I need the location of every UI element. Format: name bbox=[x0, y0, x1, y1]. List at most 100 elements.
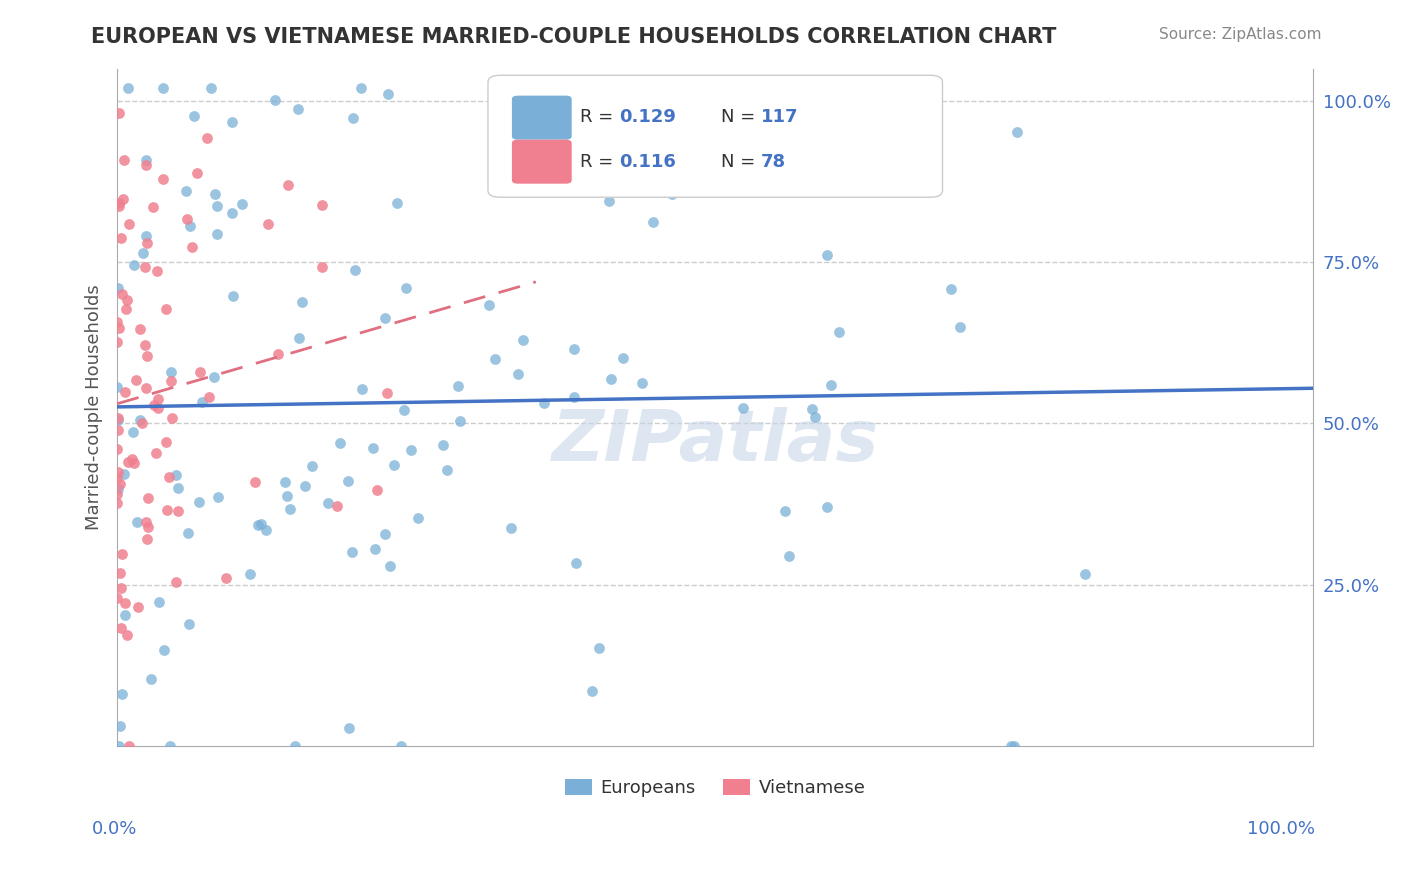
Vietnamese bbox=[105, 591, 128, 605]
Vietnamese bbox=[162, 411, 184, 425]
Europeans bbox=[129, 413, 152, 427]
Europeans bbox=[588, 640, 610, 655]
Vietnamese bbox=[108, 105, 131, 120]
Vietnamese bbox=[375, 386, 398, 401]
Vietnamese bbox=[108, 195, 131, 210]
Europeans bbox=[484, 352, 506, 367]
Europeans bbox=[641, 215, 664, 229]
Text: 0.129: 0.129 bbox=[620, 108, 676, 126]
Vietnamese bbox=[105, 442, 128, 456]
Europeans bbox=[166, 481, 188, 495]
Europeans bbox=[815, 247, 838, 261]
Europeans bbox=[200, 81, 222, 95]
Vietnamese bbox=[156, 502, 179, 516]
Vietnamese bbox=[110, 477, 132, 491]
Europeans bbox=[205, 199, 228, 213]
Europeans bbox=[406, 510, 429, 524]
Vietnamese bbox=[105, 496, 128, 510]
Vietnamese bbox=[157, 470, 180, 484]
Europeans bbox=[349, 81, 371, 95]
Europeans bbox=[125, 516, 148, 530]
Europeans bbox=[1074, 566, 1097, 581]
Europeans bbox=[478, 297, 501, 311]
Europeans bbox=[336, 474, 359, 488]
Vietnamese bbox=[176, 211, 198, 226]
Europeans bbox=[800, 402, 823, 417]
Vietnamese bbox=[155, 434, 177, 449]
Vietnamese bbox=[129, 322, 152, 336]
Vietnamese bbox=[135, 158, 157, 172]
Vietnamese bbox=[366, 483, 388, 497]
Vietnamese bbox=[107, 423, 129, 437]
Europeans bbox=[1002, 739, 1025, 753]
Vietnamese bbox=[195, 130, 218, 145]
Y-axis label: Married-couple Households: Married-couple Households bbox=[86, 285, 103, 530]
Vietnamese bbox=[325, 499, 347, 513]
Vietnamese bbox=[114, 153, 136, 167]
Europeans bbox=[1000, 739, 1022, 753]
Europeans bbox=[804, 409, 827, 424]
Europeans bbox=[287, 102, 309, 116]
Vietnamese bbox=[135, 235, 157, 250]
Text: N =: N = bbox=[721, 153, 761, 171]
Vietnamese bbox=[198, 390, 221, 404]
Europeans bbox=[382, 458, 405, 472]
Vietnamese bbox=[114, 384, 136, 399]
Europeans bbox=[399, 442, 422, 457]
Europeans bbox=[107, 281, 129, 295]
Europeans bbox=[108, 739, 131, 753]
Legend: Europeans, Vietnamese: Europeans, Vietnamese bbox=[557, 772, 873, 805]
Vietnamese bbox=[114, 596, 136, 610]
Vietnamese bbox=[148, 392, 170, 406]
Vietnamese bbox=[105, 487, 128, 501]
Vietnamese bbox=[112, 192, 135, 206]
Europeans bbox=[340, 545, 363, 559]
Vietnamese bbox=[117, 455, 139, 469]
Text: 0.0%: 0.0% bbox=[91, 821, 136, 838]
Europeans bbox=[339, 722, 361, 736]
Text: ZIPatlas: ZIPatlas bbox=[551, 407, 879, 475]
Europeans bbox=[183, 109, 205, 123]
Europeans bbox=[291, 295, 314, 310]
Europeans bbox=[177, 525, 200, 540]
Vietnamese bbox=[277, 178, 299, 192]
Europeans bbox=[107, 413, 129, 427]
Europeans bbox=[778, 549, 800, 563]
Vietnamese bbox=[155, 301, 177, 316]
Vietnamese bbox=[118, 739, 141, 753]
Europeans bbox=[661, 186, 683, 201]
Vietnamese bbox=[267, 346, 290, 360]
Europeans bbox=[191, 394, 214, 409]
Vietnamese bbox=[105, 315, 128, 329]
Vietnamese bbox=[145, 446, 167, 460]
Europeans bbox=[294, 479, 316, 493]
Vietnamese bbox=[131, 416, 153, 430]
Text: N =: N = bbox=[721, 108, 761, 126]
Europeans bbox=[378, 558, 401, 573]
Europeans bbox=[152, 81, 174, 95]
Vietnamese bbox=[125, 374, 148, 388]
Europeans bbox=[949, 319, 972, 334]
Vietnamese bbox=[127, 600, 149, 615]
Europeans bbox=[132, 246, 155, 260]
Europeans bbox=[600, 372, 623, 386]
Europeans bbox=[124, 258, 146, 272]
Vietnamese bbox=[114, 301, 136, 316]
Vietnamese bbox=[121, 452, 143, 467]
Europeans bbox=[344, 263, 367, 277]
Europeans bbox=[114, 467, 136, 482]
Europeans bbox=[631, 376, 654, 390]
Europeans bbox=[114, 607, 136, 622]
Vietnamese bbox=[165, 575, 187, 590]
Vietnamese bbox=[186, 166, 208, 180]
Europeans bbox=[153, 643, 176, 657]
Europeans bbox=[165, 467, 187, 482]
FancyBboxPatch shape bbox=[488, 75, 942, 197]
FancyBboxPatch shape bbox=[512, 140, 572, 184]
Vietnamese bbox=[107, 321, 129, 335]
Vietnamese bbox=[136, 519, 159, 533]
Europeans bbox=[204, 186, 226, 201]
Vietnamese bbox=[107, 199, 129, 213]
Vietnamese bbox=[146, 264, 169, 278]
Europeans bbox=[512, 333, 534, 347]
